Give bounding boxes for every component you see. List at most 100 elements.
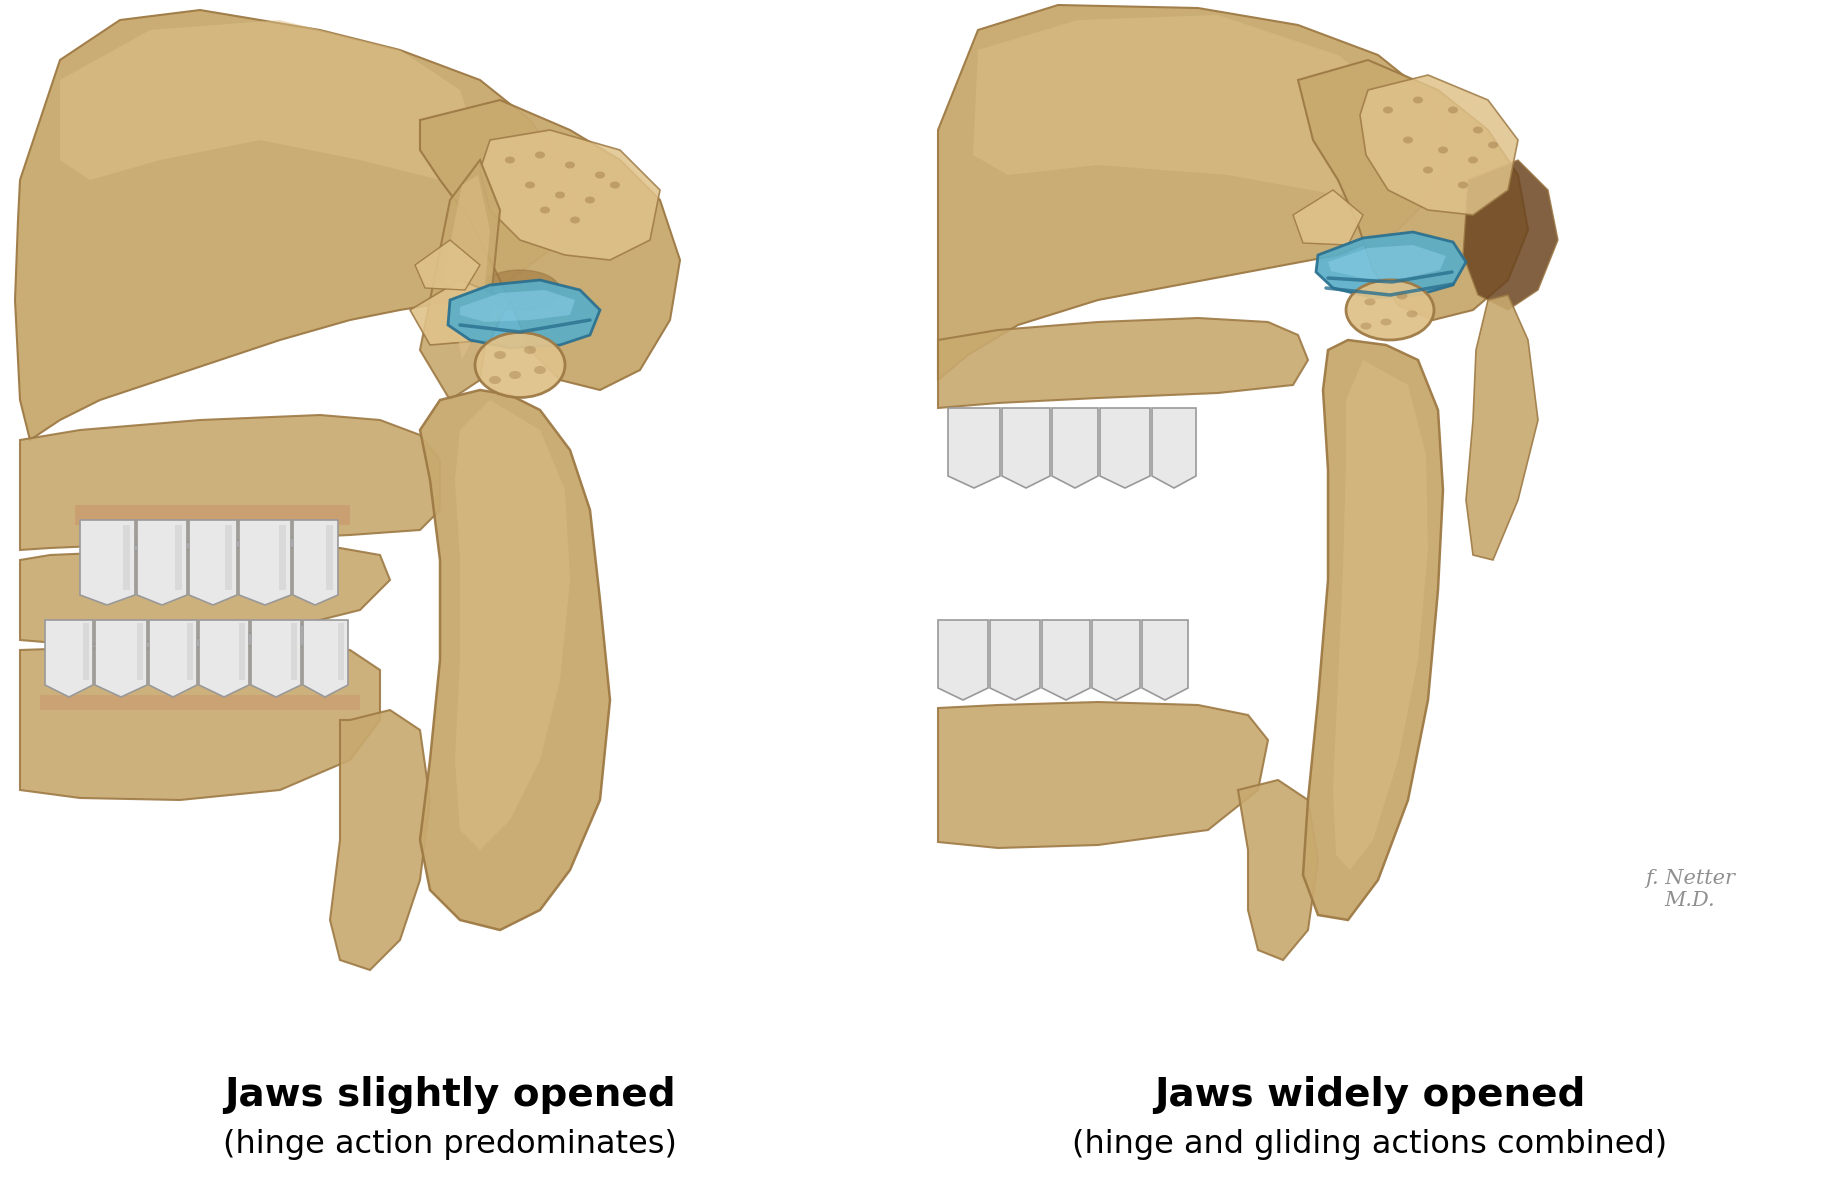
Polygon shape (938, 318, 1307, 408)
Polygon shape (444, 176, 490, 361)
Polygon shape (189, 521, 237, 605)
Polygon shape (479, 130, 659, 260)
Polygon shape (40, 695, 360, 710)
Polygon shape (938, 620, 988, 700)
Ellipse shape (1472, 127, 1483, 134)
Polygon shape (83, 623, 88, 681)
Ellipse shape (1364, 298, 1375, 306)
Polygon shape (279, 525, 286, 590)
Ellipse shape (509, 371, 521, 378)
Polygon shape (1304, 340, 1443, 921)
Polygon shape (174, 525, 182, 590)
Ellipse shape (1397, 293, 1408, 300)
Polygon shape (1002, 408, 1050, 488)
Ellipse shape (534, 367, 545, 374)
Polygon shape (239, 521, 290, 605)
Ellipse shape (1449, 106, 1458, 113)
Polygon shape (1463, 160, 1559, 310)
Ellipse shape (1438, 147, 1449, 154)
Polygon shape (461, 290, 575, 322)
Polygon shape (1092, 620, 1140, 700)
Polygon shape (455, 400, 569, 850)
Polygon shape (973, 16, 1408, 195)
Ellipse shape (1403, 136, 1414, 143)
Polygon shape (149, 620, 196, 697)
Polygon shape (123, 525, 130, 590)
Ellipse shape (1458, 181, 1469, 189)
Polygon shape (95, 620, 147, 697)
Polygon shape (61, 20, 479, 180)
Polygon shape (1333, 361, 1428, 870)
Ellipse shape (1381, 319, 1392, 326)
Ellipse shape (569, 216, 580, 223)
Polygon shape (294, 521, 338, 605)
Ellipse shape (505, 156, 516, 164)
Polygon shape (20, 548, 389, 645)
Ellipse shape (523, 346, 536, 353)
Ellipse shape (1469, 156, 1478, 164)
Ellipse shape (476, 332, 565, 398)
Ellipse shape (1383, 106, 1394, 113)
Polygon shape (415, 240, 479, 290)
Ellipse shape (1406, 310, 1417, 318)
Polygon shape (187, 623, 193, 681)
Polygon shape (15, 10, 569, 441)
Ellipse shape (525, 181, 534, 189)
Polygon shape (338, 623, 343, 681)
Ellipse shape (1423, 166, 1434, 173)
Polygon shape (1142, 620, 1188, 700)
Ellipse shape (1360, 322, 1371, 330)
Ellipse shape (610, 181, 621, 189)
Polygon shape (46, 620, 94, 697)
Ellipse shape (586, 197, 595, 203)
Polygon shape (1360, 75, 1518, 215)
Polygon shape (138, 521, 187, 605)
Polygon shape (1298, 60, 1528, 320)
Polygon shape (947, 408, 1001, 488)
Polygon shape (239, 623, 244, 681)
Polygon shape (1151, 408, 1195, 488)
Ellipse shape (1414, 97, 1423, 104)
Polygon shape (327, 525, 332, 590)
Text: (hinge and gliding actions combined): (hinge and gliding actions combined) (1072, 1130, 1667, 1161)
Ellipse shape (494, 351, 507, 359)
Polygon shape (290, 623, 297, 681)
Text: (hinge action predominates): (hinge action predominates) (222, 1130, 677, 1161)
Polygon shape (1100, 408, 1149, 488)
Polygon shape (81, 521, 136, 605)
Polygon shape (1316, 232, 1465, 298)
Polygon shape (252, 620, 301, 697)
Polygon shape (20, 416, 441, 550)
Polygon shape (990, 620, 1039, 700)
Polygon shape (409, 281, 510, 345)
Ellipse shape (565, 161, 575, 168)
Polygon shape (938, 702, 1269, 848)
Ellipse shape (1487, 142, 1498, 148)
Polygon shape (938, 5, 1449, 380)
Polygon shape (75, 505, 351, 525)
Ellipse shape (1346, 281, 1434, 340)
Polygon shape (138, 623, 143, 681)
Polygon shape (1293, 190, 1362, 245)
Polygon shape (1327, 245, 1447, 279)
Text: Jaws slightly opened: Jaws slightly opened (224, 1076, 676, 1114)
Polygon shape (198, 620, 250, 697)
Polygon shape (226, 525, 231, 590)
Ellipse shape (595, 172, 606, 178)
Text: Jaws widely opened: Jaws widely opened (1155, 1076, 1586, 1114)
Ellipse shape (534, 152, 545, 159)
Polygon shape (420, 100, 679, 390)
Polygon shape (448, 281, 600, 347)
Text: f. Netter
M.D.: f. Netter M.D. (1645, 869, 1735, 911)
Polygon shape (1237, 780, 1318, 960)
Polygon shape (303, 620, 349, 697)
Polygon shape (420, 160, 499, 400)
Polygon shape (420, 390, 610, 930)
Polygon shape (20, 645, 380, 800)
Polygon shape (330, 710, 430, 970)
Ellipse shape (540, 207, 551, 214)
Polygon shape (1043, 620, 1091, 700)
Ellipse shape (479, 270, 560, 310)
Ellipse shape (488, 376, 501, 384)
Ellipse shape (554, 191, 565, 198)
